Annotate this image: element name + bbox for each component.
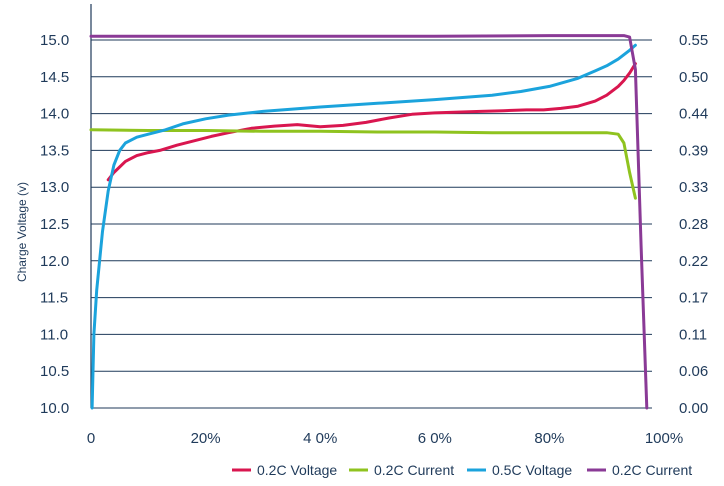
x-tick-label: 4 0% <box>303 430 337 447</box>
y-left-tick-label: 13.5 <box>40 142 69 159</box>
x-tick-label: 80% <box>534 430 564 447</box>
y-left-tick-label: 11.0 <box>40 326 68 343</box>
y-left-tick-label: 12.5 <box>40 216 69 233</box>
y-axis-label: Charge Voltage (v) <box>15 182 29 282</box>
legend-label: 0.2C Current <box>374 462 454 478</box>
y-left-tick-label: 15.0 <box>40 32 69 49</box>
legend: 0.2C Voltage 0.2C Current 0.5C Voltage 0.2C… <box>232 462 692 478</box>
y-right-tick-label: 0.50 <box>679 69 708 86</box>
y-left-tick-label: 12.0 <box>40 253 69 270</box>
y-right-tick-label: 0.06 <box>679 363 708 380</box>
y-left-tick-labels: 10.0 10.5 11.0 11.5 12.0 12.5 13.0 13.5 14.0 14.5… <box>40 32 69 417</box>
legend-label: 0.5C Voltage <box>492 462 572 478</box>
series-line-1 <box>106 62 637 182</box>
series-line-3 <box>90 43 637 410</box>
x-tick-label: 6 0% <box>418 430 452 447</box>
y-right-tick-label: 0.55 <box>679 32 708 49</box>
y-right-tick-labels: 0.00 0.06 0.11 0.17 0.22 0.28 0.33 0.39 0.44 0.50… <box>679 32 708 417</box>
grid-lines <box>91 39 652 409</box>
legend-label: 0.2C Current <box>612 462 692 478</box>
y-left-tick-label: 14.5 <box>40 69 69 86</box>
y-right-tick-label: 0.17 <box>679 290 708 307</box>
y-right-tick-label: 0.33 <box>679 179 708 196</box>
y-right-tick-label: 0.44 <box>679 106 708 123</box>
y-right-tick-label: 0.39 <box>679 142 708 159</box>
y-right-tick-label: 0.11 <box>679 326 707 343</box>
x-tick-label: 100% <box>645 430 683 447</box>
series-lines <box>89 34 649 410</box>
y-right-tick-label: 0.22 <box>679 253 708 270</box>
x-tick-label: 0 <box>87 430 95 447</box>
y-left-tick-label: 11.5 <box>40 290 68 307</box>
legend-label: 0.2C Voltage <box>257 462 337 478</box>
y-left-tick-label: 10.5 <box>40 363 69 380</box>
y-right-tick-label: 0.28 <box>679 216 708 233</box>
series-line-2 <box>89 128 637 200</box>
series-line-4 <box>89 34 649 410</box>
x-tick-label: 20% <box>191 430 221 447</box>
y-left-tick-label: 10.0 <box>40 400 69 417</box>
x-tick-labels: 0 20% 4 0% 6 0% 80% 100% <box>87 430 683 447</box>
y-right-tick-label: 0.00 <box>679 400 708 417</box>
y-left-tick-label: 13.0 <box>40 179 69 196</box>
y-left-tick-label: 14.0 <box>40 106 69 123</box>
